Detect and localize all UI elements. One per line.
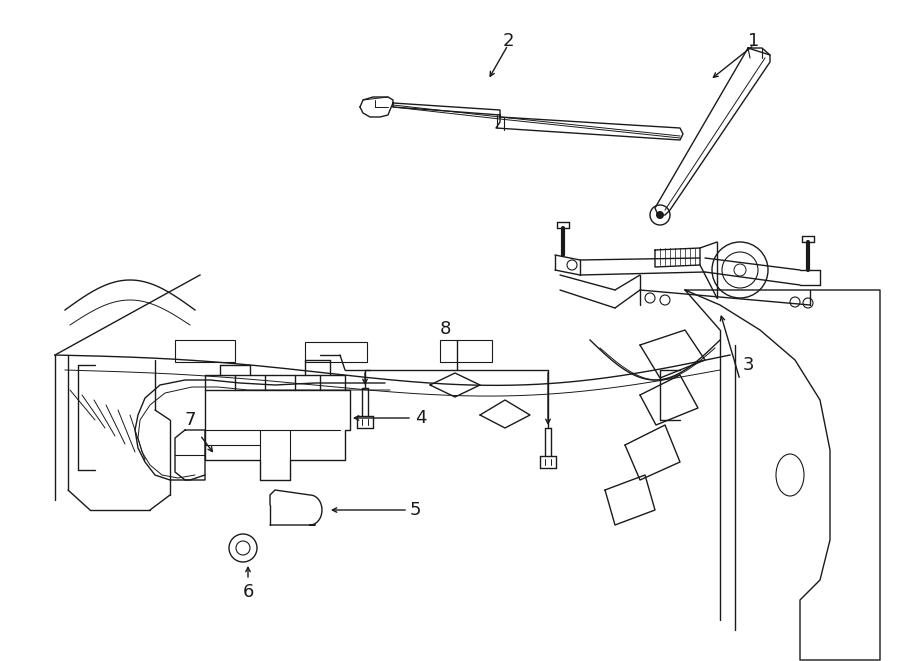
Text: 7: 7 <box>184 411 196 429</box>
Circle shape <box>656 211 664 219</box>
Bar <box>305 342 367 362</box>
Text: 2: 2 <box>502 32 514 50</box>
Text: 5: 5 <box>410 501 421 519</box>
Text: 8: 8 <box>439 320 451 338</box>
Text: 4: 4 <box>415 409 427 427</box>
Text: 1: 1 <box>748 32 760 50</box>
Text: 3: 3 <box>742 356 754 374</box>
Bar <box>175 340 235 362</box>
Bar <box>440 340 492 362</box>
Text: 6: 6 <box>242 583 254 601</box>
